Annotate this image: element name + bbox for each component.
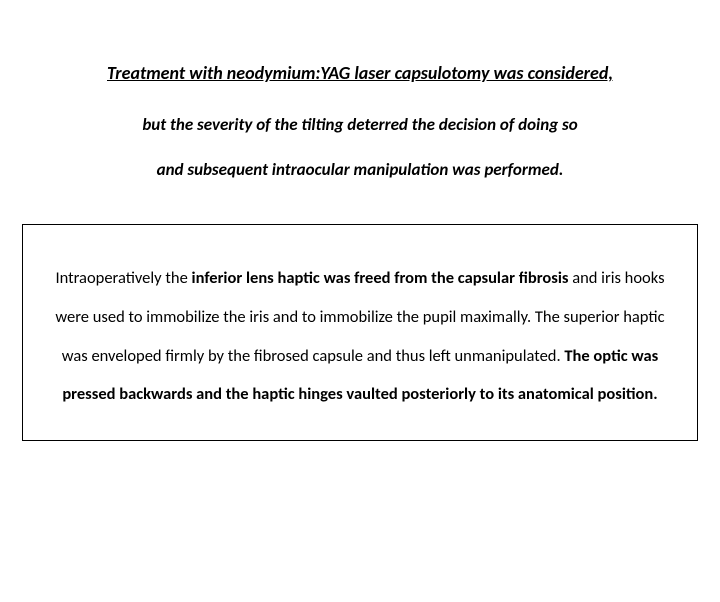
heading-line: Treatment with neodymium:YAG laser capsu… (0, 62, 720, 84)
slide-page: Treatment with neodymium:YAG laser capsu… (0, 62, 720, 602)
box-text-1: Intraoperatively the (55, 268, 191, 288)
subheading-line-2: and subsequent intraocular manipulation … (0, 159, 720, 180)
bordered-text-box: Intraoperatively the inferior lens hapti… (22, 224, 698, 441)
subheading-line-1: but the severity of the tilting deterred… (0, 114, 720, 135)
box-bold-1: inferior lens haptic was freed from the … (192, 268, 569, 288)
